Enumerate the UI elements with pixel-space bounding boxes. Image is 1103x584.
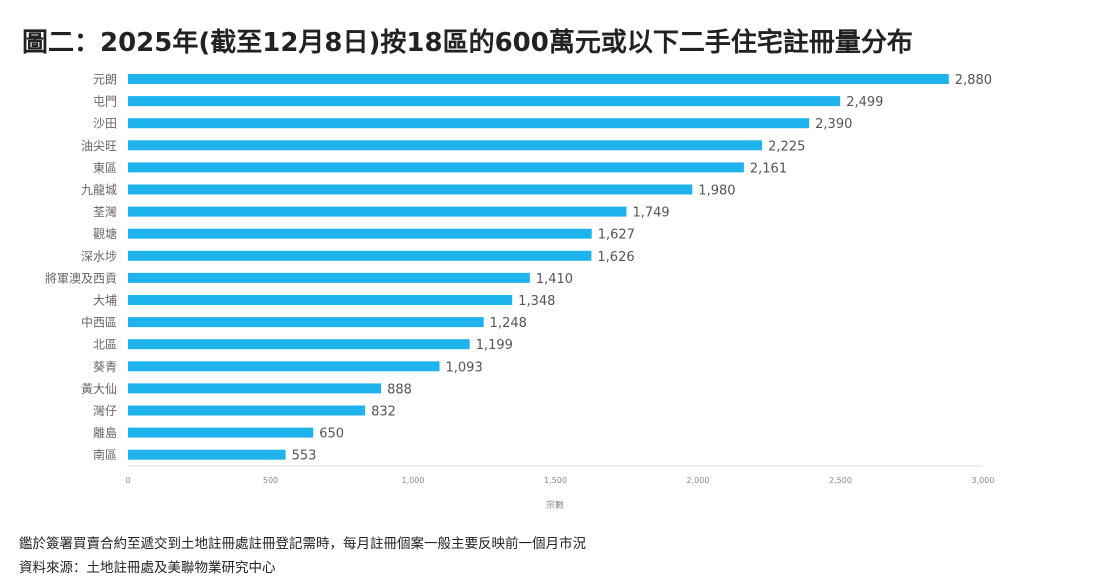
bar xyxy=(128,74,949,84)
value-label: 2,225 xyxy=(768,139,805,154)
category-label: 深水埗 xyxy=(81,249,117,263)
x-tick-label: 1,500 xyxy=(544,476,567,485)
x-tick-label: 1,000 xyxy=(402,476,425,485)
category-label: 北區 xyxy=(93,338,117,352)
x-axis-title: 宗數 xyxy=(546,499,564,511)
bar xyxy=(128,405,366,416)
value-label: 888 xyxy=(387,382,412,397)
category-label: 觀塘 xyxy=(93,226,117,241)
x-tick-label: 500 xyxy=(263,476,278,485)
value-label: 1,626 xyxy=(597,250,634,265)
bar xyxy=(128,96,841,107)
value-label: 1,749 xyxy=(632,206,669,221)
value-label: 1,348 xyxy=(518,294,555,309)
category-label: 南區 xyxy=(93,447,117,462)
bar xyxy=(128,361,440,372)
category-label: 大埔 xyxy=(93,294,117,308)
bar xyxy=(128,206,627,217)
bar xyxy=(128,162,744,173)
value-label: 832 xyxy=(371,405,396,420)
category-label: 荃灣 xyxy=(93,205,117,219)
value-label: 1,248 xyxy=(490,316,527,331)
bar xyxy=(128,184,693,195)
value-label: 2,161 xyxy=(750,161,787,176)
value-label: 650 xyxy=(319,427,344,442)
bar xyxy=(128,228,592,239)
bar xyxy=(128,383,382,394)
value-label: 553 xyxy=(292,449,317,464)
category-label: 屯門 xyxy=(93,95,117,109)
source-note: 資料來源：土地註冊處及美聯物業研究中心 xyxy=(19,560,276,576)
bar xyxy=(128,295,513,305)
footnote: 鑑於簽署買賣合約至遞交到土地註冊處註冊登記需時，每月註冊個案一般主要反映前一個月… xyxy=(19,536,586,552)
x-tick-label: 2,000 xyxy=(687,476,710,485)
category-label: 沙田 xyxy=(93,117,117,131)
value-label: 2,390 xyxy=(815,117,852,132)
bar xyxy=(128,449,286,460)
bar xyxy=(128,317,484,328)
category-label: 元朗 xyxy=(93,73,117,87)
bar xyxy=(128,250,592,261)
bar xyxy=(128,118,810,129)
value-label: 1,199 xyxy=(476,338,513,353)
value-label: 2,880 xyxy=(955,73,992,88)
x-tick-label: 2,500 xyxy=(829,476,852,485)
value-label: 1,093 xyxy=(446,360,483,375)
category-label: 離島 xyxy=(93,425,117,440)
value-label: 2,499 xyxy=(846,95,883,110)
bar xyxy=(128,140,763,151)
bars-group: 元朗 2,880 屯門 2,499 沙田 2,390 油尖旺 2,225 東區 2,161 九龍城 1… xyxy=(45,73,992,464)
x-axis: 0 500 1,000 1,500 2,000 2,500 3,000 宗數 xyxy=(125,465,995,511)
chart-title: 圖二：2025年(截至12月8日)按18區的600萬元或以下二手住宅註冊量分布 xyxy=(22,28,913,58)
category-label: 油尖旺 xyxy=(81,139,117,153)
value-label: 1,410 xyxy=(536,272,573,287)
bar xyxy=(128,339,470,350)
category-label: 東區 xyxy=(93,161,117,175)
x-tick-label: 0 xyxy=(125,476,130,485)
category-label: 葵青 xyxy=(93,360,117,374)
x-tick-label: 3,000 xyxy=(972,476,995,485)
value-label: 1,627 xyxy=(598,228,635,243)
category-label: 灣仔 xyxy=(93,404,117,418)
category-label: 黃大仙 xyxy=(81,382,117,396)
bar xyxy=(128,272,530,283)
category-label: 中西區 xyxy=(81,315,117,330)
bar xyxy=(128,427,314,438)
category-label: 將軍澳及西貢 xyxy=(45,270,117,285)
category-label: 九龍城 xyxy=(81,182,117,197)
value-label: 1,980 xyxy=(698,184,735,199)
